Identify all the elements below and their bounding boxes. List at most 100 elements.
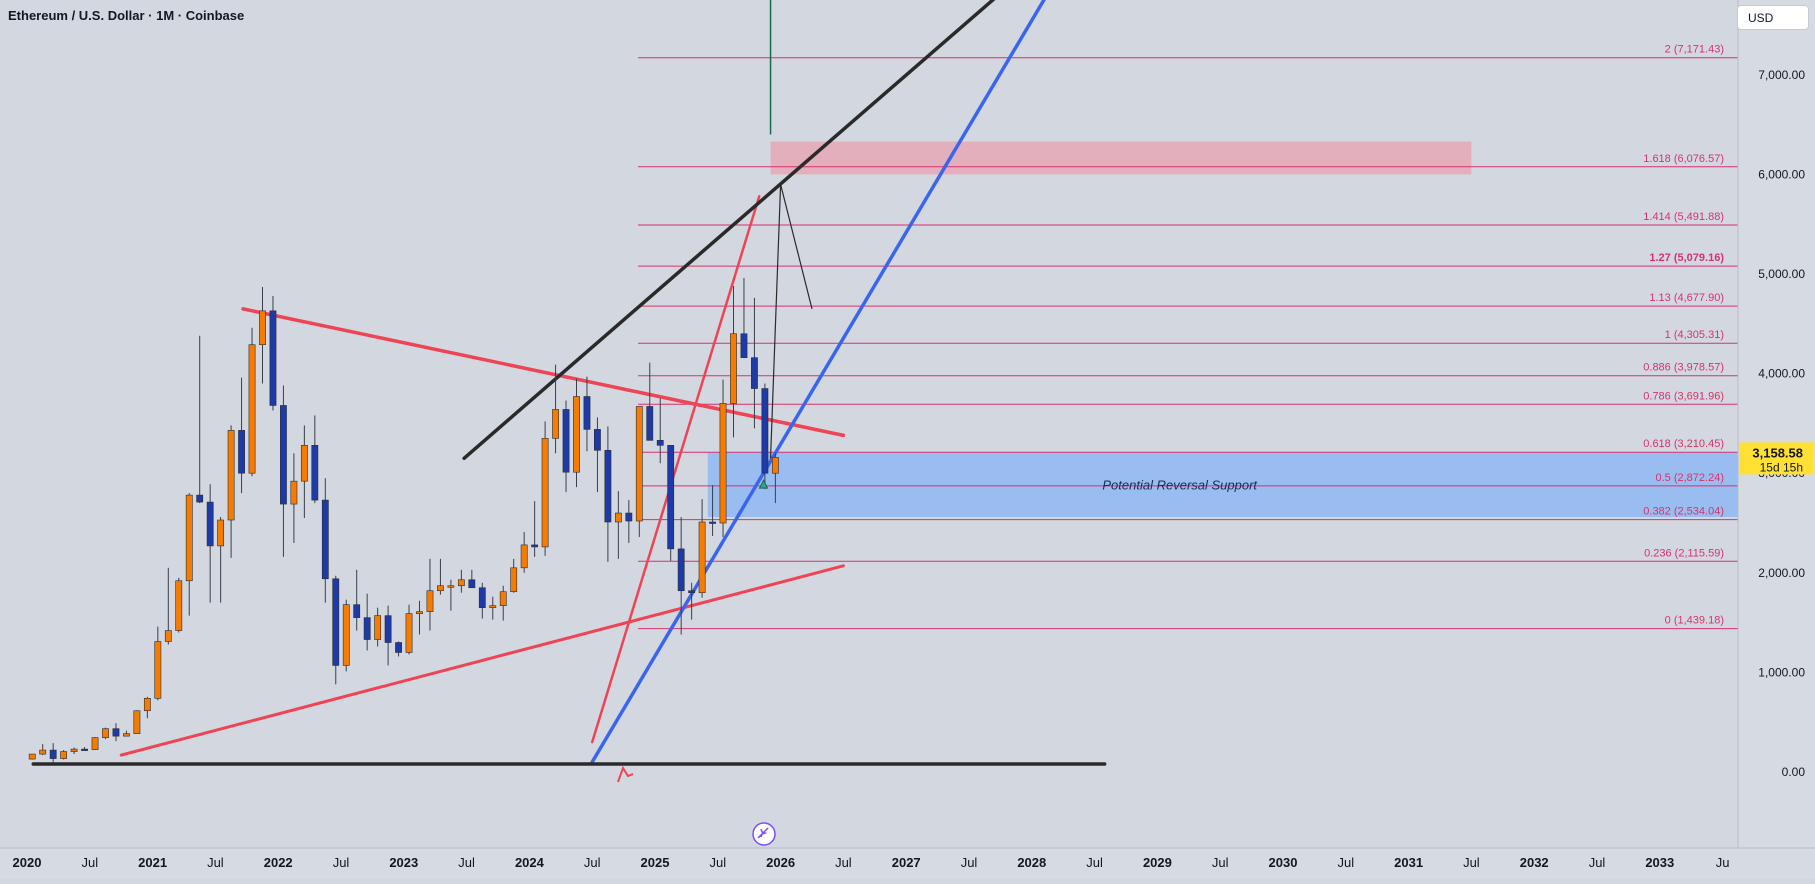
x-tick-label: 2027 [892, 855, 921, 870]
x-tick-label: Jul [333, 855, 350, 870]
candle-body [227, 430, 235, 521]
candle-body [730, 333, 737, 404]
candle [248, 327, 256, 477]
candle-body [102, 728, 109, 738]
candle [60, 750, 68, 760]
y-tick-label: 4,000.00 [1758, 367, 1805, 381]
candle [259, 286, 266, 384]
candle-body [478, 587, 486, 608]
fib-label-1.27: 1.27 (5,079.16) [1649, 252, 1724, 264]
candle-body [426, 590, 434, 612]
candle-body [416, 611, 423, 614]
candle [656, 398, 664, 464]
candle [123, 730, 130, 737]
candle-body [468, 579, 476, 589]
candle [541, 421, 549, 556]
candle [614, 491, 622, 559]
black-ascending-trendline [462, 0, 996, 461]
candle [562, 400, 570, 493]
candle-body [531, 544, 539, 548]
candle [573, 378, 580, 488]
candle [437, 558, 444, 595]
candle-body [248, 344, 256, 474]
candle [583, 376, 591, 452]
x-tick-label: 2025 [641, 855, 670, 870]
candle [112, 723, 120, 742]
candle-body [405, 613, 413, 653]
fib-label-1.13: 1.13 (4,677.90) [1649, 292, 1724, 304]
symbol-title: Ethereum / U.S. Dollar · 1M · Coinbase [8, 8, 245, 23]
candle-body [667, 445, 675, 550]
x-tick-label: Jul [1086, 855, 1103, 870]
x-tick-label: Jul [709, 855, 726, 870]
candle-body [510, 567, 518, 593]
candle-body [60, 751, 68, 759]
candle [300, 425, 308, 519]
x-tick-label: Jul [1212, 855, 1229, 870]
candle-body [635, 406, 643, 522]
y-tick-label: 2,000.00 [1758, 566, 1805, 580]
candle-body [374, 615, 382, 640]
x-tick-label: Jul [1589, 855, 1606, 870]
candle [667, 445, 675, 561]
fib-label-1.618: 1.618 (6,076.57) [1643, 153, 1724, 165]
candle-body [552, 409, 559, 439]
candle [363, 593, 371, 651]
candle [227, 425, 235, 558]
candle [730, 285, 737, 438]
candle-body [342, 604, 350, 666]
candle [384, 605, 392, 666]
candle [478, 582, 486, 619]
candle [332, 575, 340, 685]
plot-area [0, 0, 1738, 848]
candle-body [206, 501, 214, 547]
candle-body [656, 440, 664, 446]
candle [238, 377, 245, 494]
candle [520, 531, 528, 573]
fib-label-0.5: 0.5 (2,872.24) [1656, 472, 1725, 484]
potential-reversal-support-zone [707, 452, 1815, 518]
candle-body [321, 499, 329, 580]
buy-marker-icon [758, 479, 769, 489]
candle-body [625, 512, 633, 522]
candle [280, 385, 287, 557]
candle [447, 579, 455, 611]
candle [677, 517, 685, 635]
candle-body [677, 548, 685, 592]
candle-body [698, 521, 706, 594]
candle-body [154, 641, 162, 699]
candle [489, 596, 497, 620]
currency-selector[interactable]: USD [1737, 5, 1809, 30]
x-tick-label: 2033 [1645, 855, 1674, 870]
fib-label-2: 2 (7,171.43) [1665, 44, 1724, 56]
candle [688, 582, 696, 620]
pink-zone-lower [770, 141, 1472, 175]
candle [133, 710, 141, 734]
candle-body [573, 396, 580, 473]
candle-body [562, 409, 570, 473]
candle-body [751, 357, 758, 389]
x-tick-label: 2020 [13, 855, 42, 870]
zone-label-reversal-support: Potential Reversal Support [1102, 478, 1258, 493]
candle-body [238, 430, 245, 474]
candle [468, 569, 476, 589]
candle [510, 558, 518, 593]
candle-body [457, 579, 465, 587]
candle [353, 569, 361, 631]
candle-body [761, 388, 769, 474]
x-tick-label: Jul [961, 855, 978, 870]
fib-label-0.236: 0.236 (2,115.59) [1644, 547, 1724, 559]
x-tick-label: 2031 [1394, 855, 1423, 870]
candle-body [290, 480, 298, 505]
projection-path [769, 184, 813, 459]
red-descending-trendline [241, 307, 846, 438]
x-tick-label: 2024 [515, 855, 545, 870]
candle [499, 585, 507, 621]
candle-body [217, 519, 225, 547]
candle [175, 577, 183, 633]
candle [719, 379, 727, 537]
candle [290, 453, 298, 543]
candle-body [39, 749, 47, 755]
